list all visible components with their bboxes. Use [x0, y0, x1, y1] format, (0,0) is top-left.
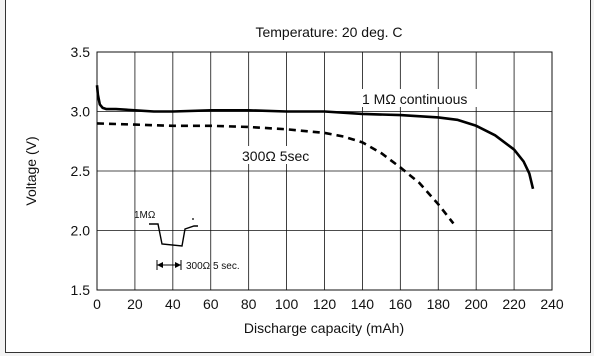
series-label-bg-1 [239, 146, 319, 164]
x-tick-label: 80 [241, 296, 257, 312]
series-line-0 [95, 85, 535, 190]
series-label-1m-continuous: 1 MΩ continuous [362, 91, 467, 107]
x-tick-label: 180 [427, 296, 451, 312]
x-tick-label: 220 [502, 296, 526, 312]
y-tick-label: 3.0 [71, 104, 91, 120]
inset-label-300ohm: 300Ω 5 sec. [186, 261, 240, 272]
pulse-inset-diagram [149, 218, 198, 270]
series-label-300ohm-5sec: 300Ω 5sec [242, 148, 309, 164]
y-tick-labels: 1.5 2.0 2.5 3.0 3.5 [71, 44, 91, 298]
x-tick-label: 60 [203, 296, 219, 312]
x-tick-label: 120 [313, 296, 337, 312]
data-series [95, 85, 535, 225]
y-tick-label: 1.5 [71, 282, 91, 298]
y-tick-label: 2.0 [71, 223, 91, 239]
y-axis-label: Voltage (V) [23, 136, 39, 205]
x-tick-label: 100 [275, 296, 299, 312]
x-tick-label: 0 [93, 296, 101, 312]
x-tick-label: 240 [540, 296, 564, 312]
pulse-waveform [149, 223, 198, 247]
y-tick-label: 3.5 [71, 44, 91, 60]
x-tick-labels: 0 20 40 60 80 100 120 140 160 180 200 220 240 [93, 296, 564, 312]
x-tick-label: 140 [351, 296, 375, 312]
arrow-head-left [157, 262, 163, 268]
x-axis-label: Discharge capacity (mAh) [244, 320, 404, 336]
y-tick-label: 2.5 [71, 163, 91, 179]
x-tick-label: 40 [165, 296, 181, 312]
x-tick-label: 20 [127, 296, 143, 312]
series-label-bg-0 [359, 89, 491, 107]
x-tick-label: 200 [464, 296, 488, 312]
inset-label-1m: 1MΩ [134, 210, 156, 221]
x-tick-label: 160 [389, 296, 413, 312]
chart-title: Temperature: 20 deg. C [255, 24, 402, 40]
arrow-head-right [175, 262, 181, 268]
